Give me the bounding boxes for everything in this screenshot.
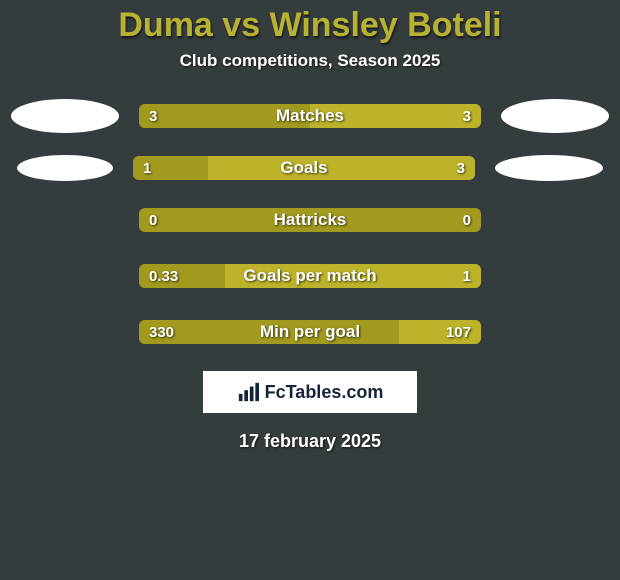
stat-label: Matches [139,104,481,128]
logo-block: FcTables.com [203,371,417,413]
stat-label: Min per goal [139,320,481,344]
stat-row: 330107Min per goal [0,315,620,349]
stat-row: 33Matches [0,99,620,133]
subtitle: Club competitions, Season 2025 [0,51,620,71]
player-left-avatar [11,99,119,133]
page-title: Duma vs Winsley Boteli [0,0,620,45]
stat-bar: 0.331Goals per match [139,264,481,288]
bars-icon [237,381,259,403]
stat-row: 13Goals [0,155,620,181]
stat-label: Goals per match [139,264,481,288]
player-left-avatar [17,155,113,181]
stat-row: 0.331Goals per match [0,259,620,293]
stat-row: 00Hattricks [0,203,620,237]
stat-bar: 330107Min per goal [139,320,481,344]
stat-label: Hattricks [139,208,481,232]
date-text: 17 february 2025 [0,431,620,452]
stat-bar: 00Hattricks [139,208,481,232]
stat-bar: 13Goals [133,156,475,180]
stat-bar: 33Matches [139,104,481,128]
player-right-avatar [501,99,609,133]
logo-text: FcTables.com [265,382,384,403]
stat-label: Goals [133,156,475,180]
player-right-avatar [495,155,603,181]
stats-rows: 33Matches 13Goals 00Hattricks 0.331Goals pe… [0,99,620,349]
